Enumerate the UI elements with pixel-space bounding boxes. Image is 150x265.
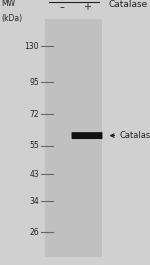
Text: (kDa): (kDa) xyxy=(2,14,23,23)
Text: 34: 34 xyxy=(29,197,39,206)
Text: 55: 55 xyxy=(29,141,39,150)
Text: 95: 95 xyxy=(29,78,39,87)
Text: +: + xyxy=(83,2,91,12)
Text: MW: MW xyxy=(2,0,16,8)
Text: –: – xyxy=(59,2,64,12)
Text: 43: 43 xyxy=(29,170,39,179)
Text: Catalase: Catalase xyxy=(108,0,147,9)
Text: 72: 72 xyxy=(29,110,39,119)
FancyBboxPatch shape xyxy=(72,132,102,139)
Bar xyxy=(45,19,102,257)
Text: Catalase: Catalase xyxy=(111,131,150,140)
Text: 130: 130 xyxy=(24,42,39,51)
Text: 26: 26 xyxy=(29,228,39,237)
